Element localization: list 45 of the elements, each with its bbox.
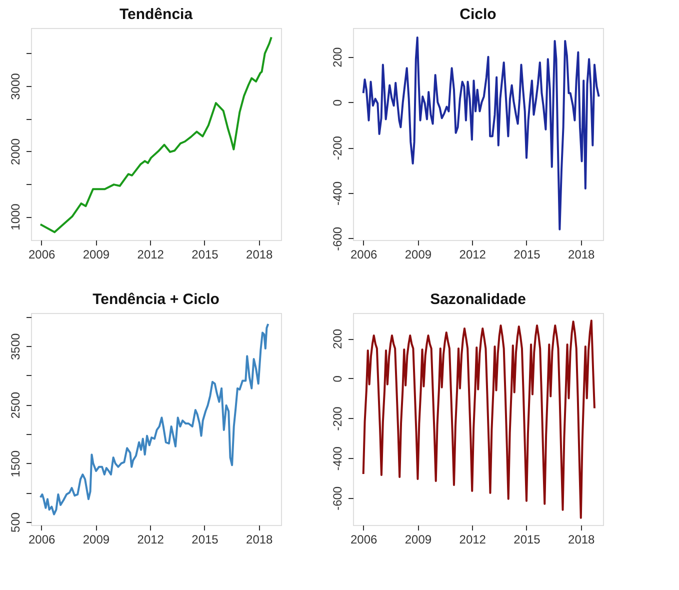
x-tick-label: 2018 <box>246 532 274 546</box>
x-tick-label: 2006 <box>350 532 378 546</box>
y-tick-label: 0 <box>330 375 344 382</box>
y-tick-label: 0 <box>330 99 344 106</box>
chart-title: Tendência + Ciclo <box>92 291 220 308</box>
x-tick-label: 2006 <box>350 248 378 262</box>
y-tick-label: 3000 <box>8 72 22 100</box>
line-series <box>362 320 596 519</box>
y-tick-label: 1000 <box>8 203 22 230</box>
line-series <box>362 36 600 230</box>
chart-title: Ciclo <box>460 6 496 23</box>
line-series <box>39 36 272 234</box>
y-tick-label: -400 <box>330 446 344 471</box>
y-tick-label: 200 <box>330 46 344 68</box>
y-tick-label: -600 <box>330 486 344 510</box>
y-tick-label: 200 <box>330 328 344 350</box>
chart-title: Sazonalidade <box>430 291 526 308</box>
x-tick-label: 2009 <box>404 248 432 262</box>
y-tick-label: 3500 <box>8 332 22 360</box>
y-tick-label: -200 <box>330 406 344 431</box>
x-tick-label: 2012 <box>137 532 164 546</box>
y-tick-label: -600 <box>330 226 344 251</box>
x-tick-label: 2009 <box>404 532 432 546</box>
line-series <box>39 322 270 516</box>
x-tick-label: 2009 <box>82 248 110 262</box>
y-tick-label: -200 <box>330 136 344 160</box>
x-tick-label: 2018 <box>246 248 274 262</box>
x-tick-label: 2006 <box>28 248 56 262</box>
y-tick-label: -400 <box>330 181 344 206</box>
chart-title: Tendência <box>119 6 194 23</box>
x-tick-label: 2018 <box>568 248 596 262</box>
y-tick-label: 1500 <box>8 450 22 478</box>
x-tick-label: 2015 <box>514 248 541 262</box>
x-tick-label: 2006 <box>28 532 56 546</box>
x-tick-label: 2012 <box>459 248 486 262</box>
x-tick-label: 2018 <box>568 532 596 546</box>
y-tick-label: 2000 <box>8 138 22 166</box>
y-tick-label: 500 <box>8 512 22 532</box>
x-tick-label: 2015 <box>192 532 219 546</box>
x-tick-label: 2012 <box>459 532 486 546</box>
x-tick-label: 2009 <box>82 532 110 546</box>
x-tick-label: 2015 <box>192 248 219 262</box>
x-tick-label: 2015 <box>514 532 541 546</box>
x-tick-label: 2012 <box>137 248 164 262</box>
y-tick-label: 2500 <box>8 392 22 419</box>
